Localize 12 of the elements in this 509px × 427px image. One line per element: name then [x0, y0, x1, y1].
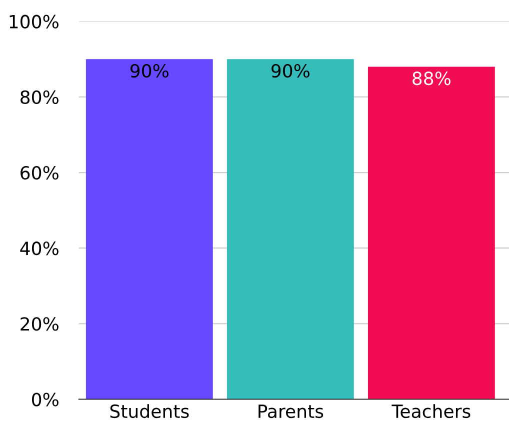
- data-label: 90%: [130, 64, 168, 78]
- data-label: 88%: [412, 72, 451, 86]
- y-tick-label: 20%: [20, 317, 58, 331]
- y-tick-label: 80%: [20, 90, 58, 104]
- y-tick-label: 0%: [32, 392, 58, 406]
- y-tick-label: 40%: [20, 242, 58, 256]
- y-tick-label: 60%: [20, 166, 58, 180]
- x-tick-label: Teachers: [392, 404, 470, 418]
- x-tick-label: Students: [110, 404, 189, 418]
- data-label: 90%: [271, 64, 310, 78]
- y-tick-label: 100%: [10, 14, 58, 28]
- x-tick-label: Parents: [258, 404, 324, 418]
